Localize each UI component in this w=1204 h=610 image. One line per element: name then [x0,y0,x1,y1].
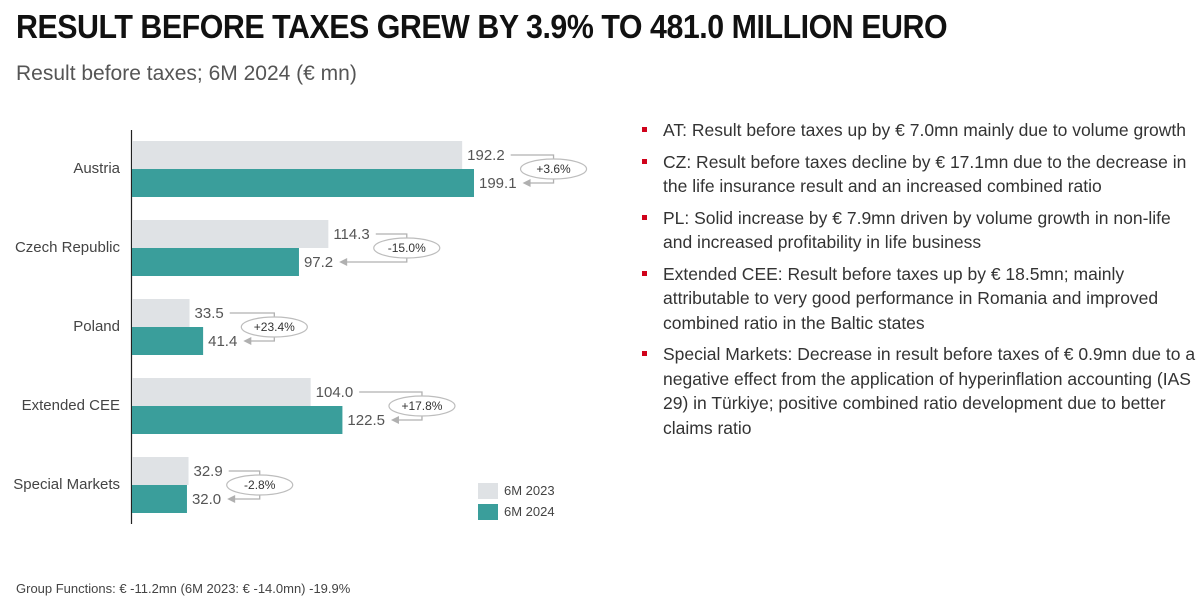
change-badge [240,316,308,338]
bar-6m-2024 [132,406,343,434]
commentary-item: PL: Solid increase by € 7.9mn driven by … [640,206,1196,255]
bar-6m-2023 [132,378,311,406]
footnote: Group Functions: € -11.2mn (6M 2023: € -… [16,581,351,596]
change-arrowhead-icon [522,179,531,187]
data-label-6m-2023: 33.5 [195,305,224,322]
change-label: +3.6% [536,162,571,176]
data-label-6m-2023: 114.3 [333,226,369,243]
change-arrowhead-icon [339,258,348,266]
bar-6m-2024 [132,169,474,197]
change-label: +17.8% [401,399,442,413]
bar-6m-2023 [132,457,189,485]
bar-chart: Austria 192.2 199.1 +3.6% Czech Republic 114.… [13,130,588,524]
commentary-item: CZ: Result before taxes decline by € 17.… [640,150,1196,199]
commentary-text: Special Markets: Decrease in result befo… [663,344,1196,438]
category-label: Special Markets [13,476,120,493]
change-label: -2.8% [244,478,276,492]
commentary-item: AT: Result before taxes up by € 7.0mn ma… [640,118,1196,143]
data-label-6m-2024: 122.5 [347,412,385,429]
bullet-square-icon [642,270,647,276]
data-label-6m-2024: 41.4 [208,333,237,350]
change-label: +23.4% [254,320,295,334]
bar-6m-2023 [132,299,190,327]
data-label-6m-2023: 104.0 [316,384,354,401]
bullet-square-icon [642,214,647,220]
change-label: -15.0% [388,241,426,255]
bar-6m-2023 [132,220,329,248]
data-label-6m-2024: 199.1 [479,175,517,192]
bar-6m-2023 [132,141,463,169]
data-label-6m-2023: 32.9 [194,463,223,480]
change-arrowhead-icon [227,495,236,503]
change-badge [373,237,441,259]
change-badge [226,474,294,496]
bullet-square-icon [642,351,647,356]
commentary-item: Extended CEE: Result before taxes up by … [640,262,1196,336]
legend-label-6m-2023: 6M 2023 [504,483,555,498]
page-subtitle: Result before taxes; 6M 2024 (€ mn) [16,62,357,85]
commentary-list: AT: Result before taxes up by € 7.0mn ma… [640,118,1196,447]
data-label-6m-2023: 192.2 [467,147,505,164]
bar-6m-2024 [132,248,299,276]
category-label: Czech Republic [15,239,121,256]
data-label-6m-2024: 97.2 [304,254,333,271]
commentary-text: Extended CEE: Result before taxes up by … [663,263,1159,333]
category-label: Poland [73,318,120,335]
commentary-text: PL: Solid increase by € 7.9mn driven by … [663,207,1171,253]
legend-swatch-6m-2023 [478,483,498,499]
data-label-6m-2024: 32.0 [192,491,221,508]
page-title: RESULT BEFORE TAXES GREW BY 3.9% TO 481.… [16,8,948,45]
bullet-square-icon [642,158,647,164]
change-badge [388,395,456,417]
change-badge [519,158,588,180]
commentary-text: CZ: Result before taxes decline by € 17.… [663,151,1187,197]
bullet-square-icon [642,127,647,132]
legend-label-6m-2024: 6M 2024 [504,504,555,519]
legend-swatch-6m-2024 [478,504,498,520]
commentary-text: AT: Result before taxes up by € 7.0mn ma… [663,120,1187,140]
category-label: Austria [73,160,120,177]
change-arrowhead-icon [243,337,252,345]
bar-6m-2024 [132,485,187,513]
change-arrowhead-icon [390,416,399,424]
commentary-item: Special Markets: Decrease in result befo… [640,342,1196,440]
bar-6m-2024 [132,327,204,355]
category-label: Extended CEE [22,397,120,414]
